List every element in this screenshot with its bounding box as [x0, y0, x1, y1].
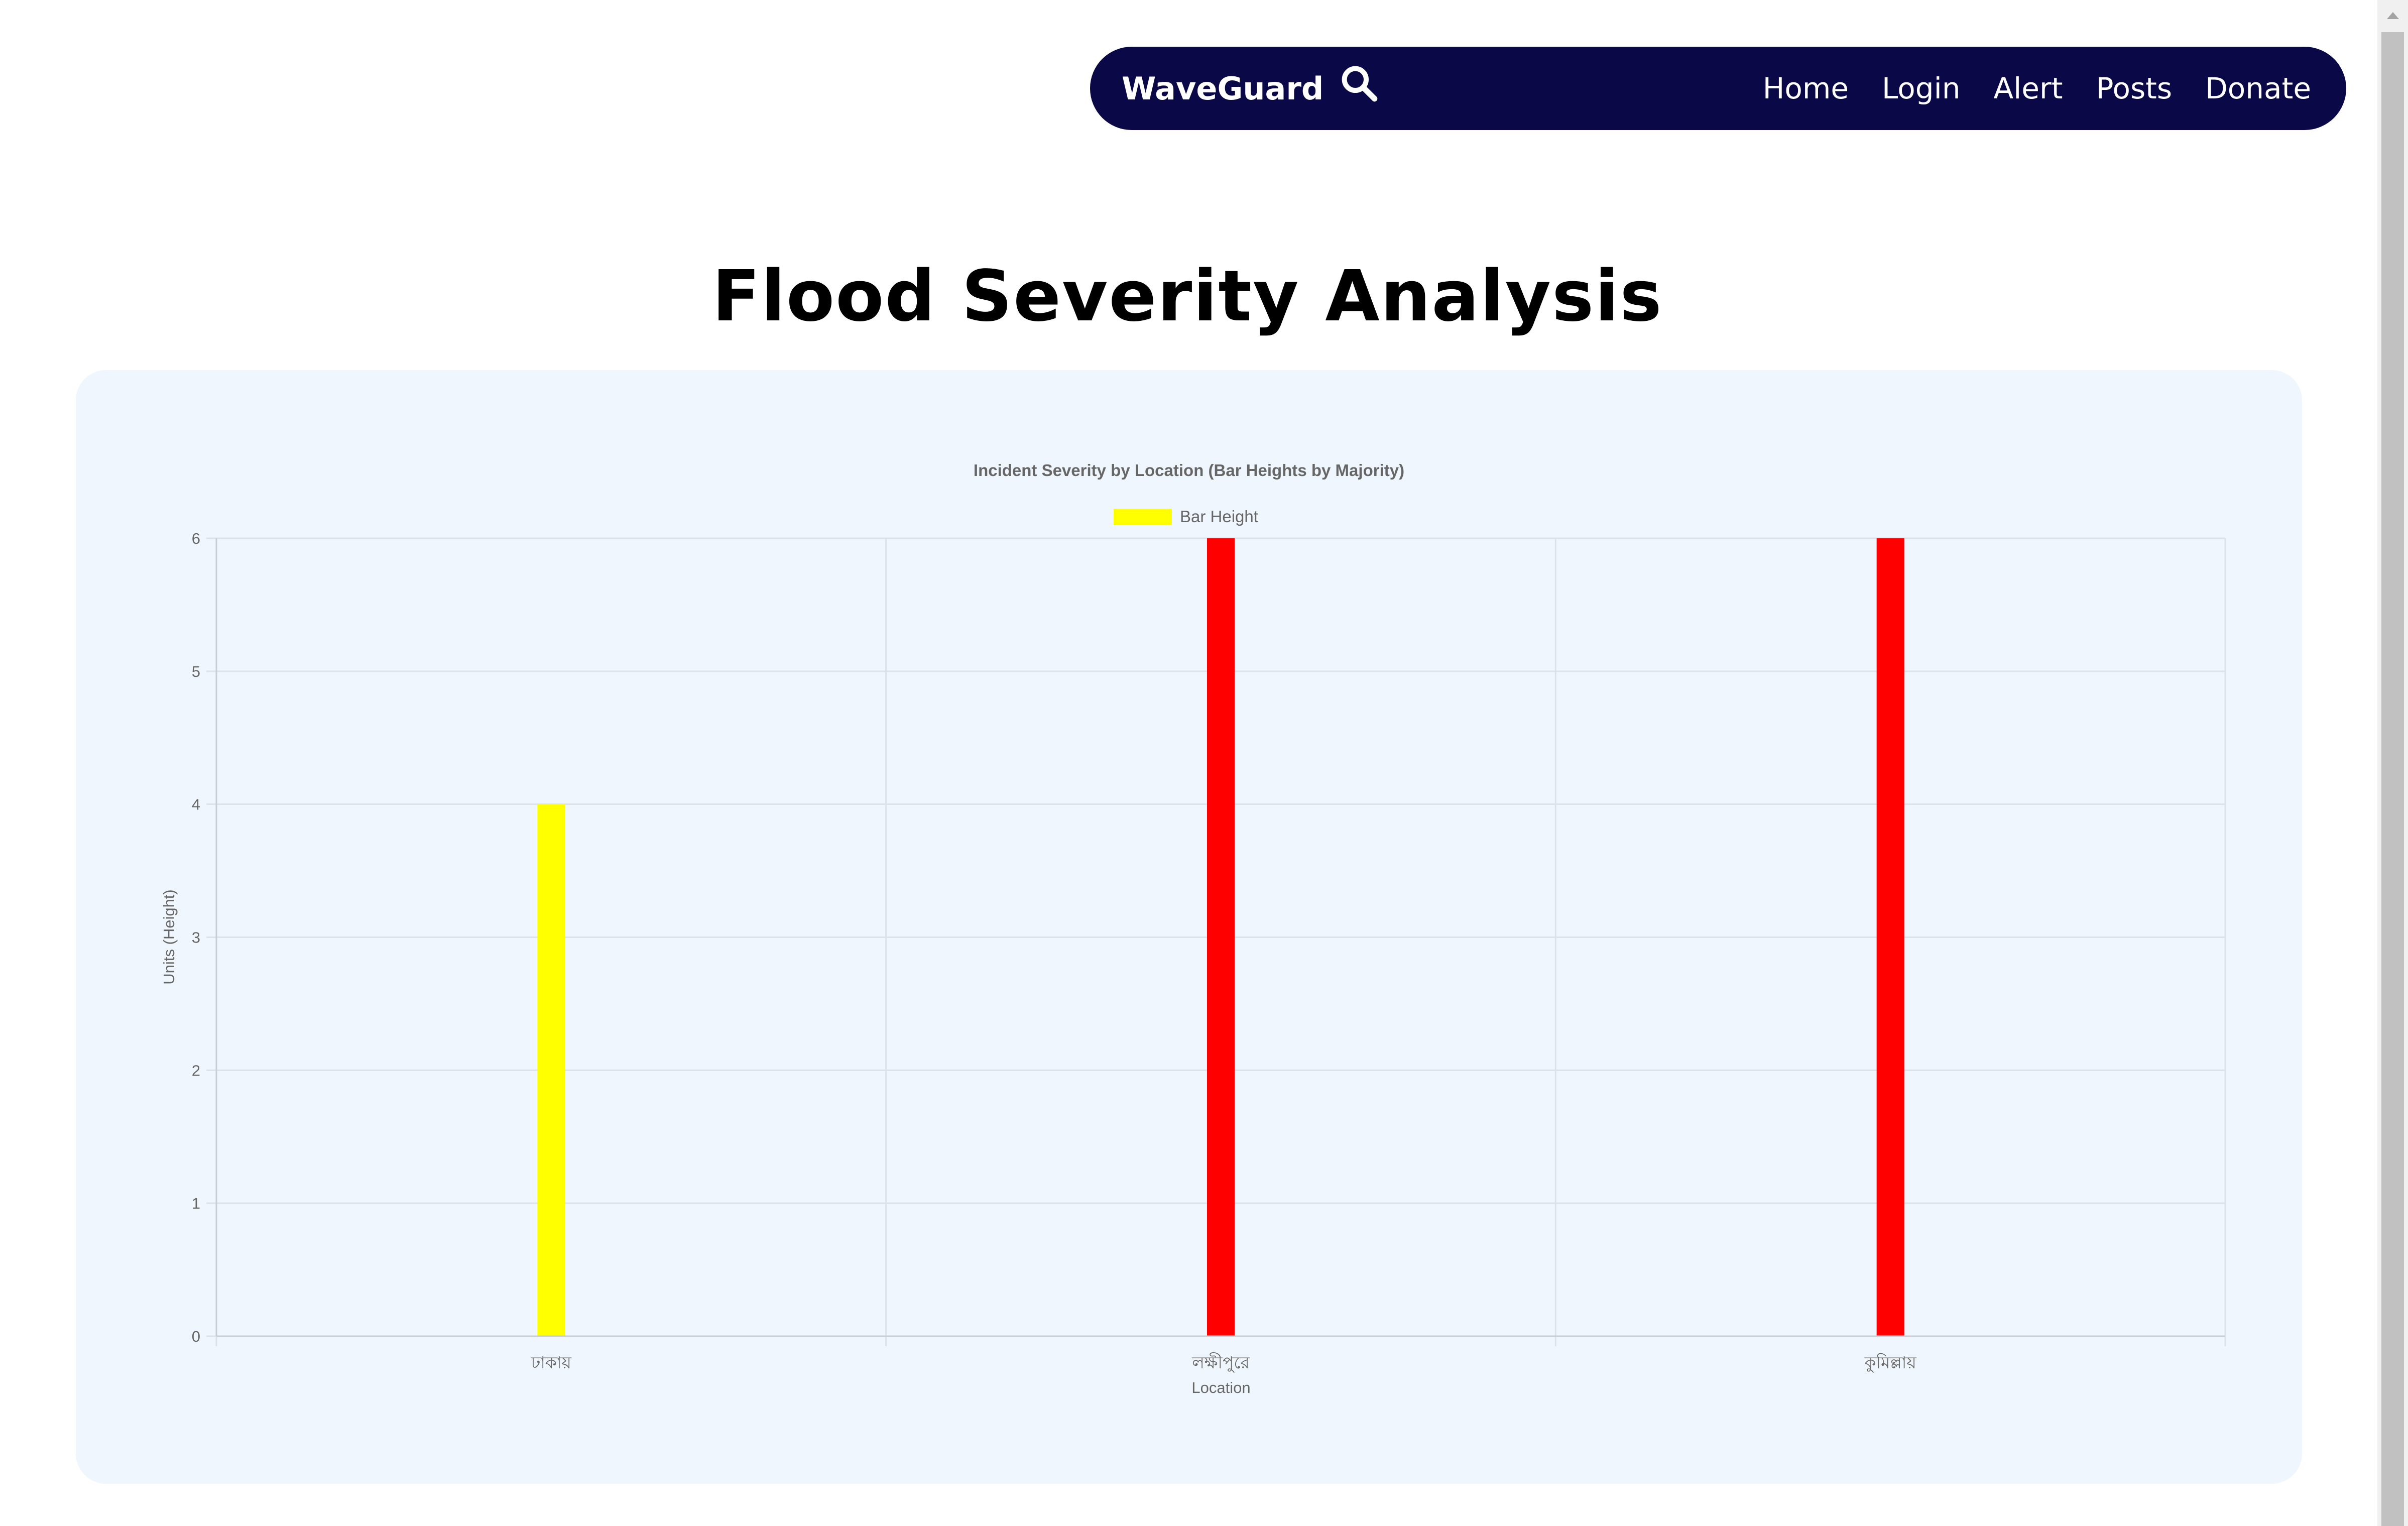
y-tick-label: 5: [192, 663, 200, 680]
brand-name: WaveGuard: [1122, 70, 1324, 107]
x-tick-label: লক্ষীপুরে: [1191, 1352, 1250, 1373]
y-tick-label: 2: [192, 1062, 200, 1079]
nav-links: Home Login Alert Posts Donate: [1763, 47, 2311, 130]
nav-link-alert[interactable]: Alert: [1993, 71, 2063, 105]
navbar: WaveGuard Home Login Alert Posts Donate: [1090, 47, 2346, 130]
chart-title: Incident Severity by Location (Bar Heigh…: [974, 461, 1404, 480]
bar[interactable]: [537, 804, 565, 1336]
y-axis-label: Units (Height): [160, 889, 178, 985]
chart-bars: [537, 538, 1904, 1336]
brand[interactable]: WaveGuard: [1122, 47, 1379, 130]
y-tick-label: 1: [192, 1195, 200, 1212]
search-icon[interactable]: [1339, 63, 1379, 103]
chart: 0 1 2 3 4 5 6 ঢাকায় লক্ষীপুরে কুমিল্লায় Inciden…: [160, 461, 2226, 1396]
bar[interactable]: [1207, 538, 1235, 1336]
nav-link-home[interactable]: Home: [1762, 71, 1849, 105]
scrollbar[interactable]: [2377, 0, 2408, 1526]
nav-link-posts[interactable]: Posts: [2096, 71, 2173, 105]
x-tick-label: ঢাকায়: [531, 1353, 572, 1372]
page-title: Flood Severity Analysis: [712, 255, 1663, 337]
x-axis-label: Location: [1191, 1379, 1250, 1396]
legend-label: Bar Height: [1180, 507, 1258, 526]
legend-swatch: [1114, 509, 1172, 525]
scroll-thumb[interactable]: [2381, 32, 2404, 1526]
x-tick-label: কুমিল্লায়: [1864, 1353, 1916, 1373]
bar[interactable]: [1876, 538, 1904, 1336]
nav-link-donate[interactable]: Donate: [2205, 71, 2311, 105]
chart-axes: 0 1 2 3 4 5 6 ঢাকায় লক্ষীপুরে কুমিল্লায়: [192, 530, 2225, 1373]
nav-link-login[interactable]: Login: [1882, 71, 1961, 105]
y-tick-label: 3: [192, 929, 200, 947]
scroll-up-icon[interactable]: [2377, 0, 2408, 31]
y-tick-label: 4: [192, 796, 200, 813]
y-tick-label: 6: [192, 530, 200, 547]
chart-card: 0 1 2 3 4 5 6 ঢাকায় লক্ষীপুরে কুমিল্লায় Inciden…: [76, 370, 2302, 1484]
chart-legend[interactable]: Bar Height: [1114, 507, 1258, 526]
y-tick-label: 0: [192, 1328, 200, 1345]
